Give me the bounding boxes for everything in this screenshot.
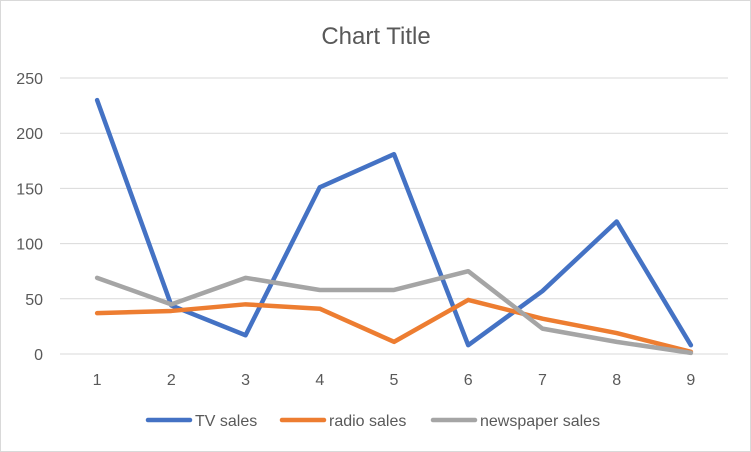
- x-tick-label: 7: [538, 372, 547, 389]
- legend: TV sales radio sales newspaper sales: [145, 413, 600, 430]
- legend-label: TV sales: [195, 413, 257, 430]
- legend-label: newspaper sales: [480, 413, 600, 430]
- x-tick-label: 6: [464, 372, 473, 389]
- x-tick-label: 4: [315, 372, 324, 389]
- y-tick-label: 50: [25, 292, 43, 309]
- series-line-1: [94, 297, 694, 355]
- y-tick-label: 150: [16, 181, 43, 198]
- x-tick-label: 1: [93, 372, 102, 389]
- legend-label: radio sales: [329, 413, 406, 430]
- gridlines: [60, 77, 728, 355]
- y-axis-tick-labels: 0 50 100 150 200 250: [16, 71, 43, 364]
- y-tick-label: 200: [16, 126, 43, 143]
- x-tick-label: 3: [241, 372, 250, 389]
- chart-title: Chart Title: [321, 23, 430, 50]
- x-axis-tick-labels: 1 2 3 4 5 6 7 8 9: [93, 372, 696, 389]
- x-tick-label: 9: [686, 372, 695, 389]
- y-tick-label: 0: [34, 347, 43, 364]
- series-lines: [94, 97, 694, 356]
- x-tick-label: 5: [390, 372, 399, 389]
- y-tick-label: 100: [16, 237, 43, 254]
- x-tick-label: 2: [167, 372, 176, 389]
- y-tick-label: 250: [16, 71, 43, 88]
- x-tick-label: 8: [612, 372, 621, 389]
